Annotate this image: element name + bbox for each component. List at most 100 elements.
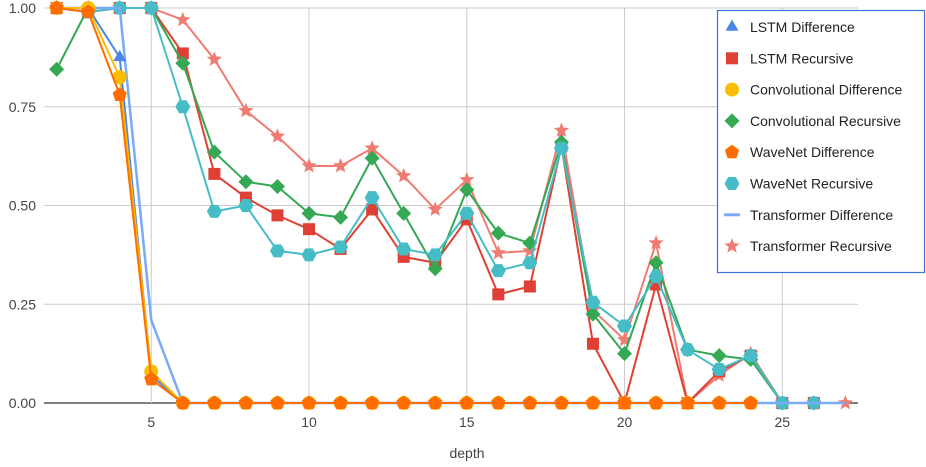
legend-item-wavenet-difference[interactable]: WaveNet Difference — [724, 144, 875, 160]
data-point-transformer-recursive — [396, 167, 412, 183]
legend-label: Transformer Recursive — [750, 238, 892, 254]
legend-swatch — [725, 19, 739, 31]
y-tick-label: 1.00 — [9, 0, 36, 16]
data-point-transformer-recursive — [332, 158, 349, 173]
data-point-wavenet-recursive — [301, 248, 317, 262]
data-point-wavenet-recursive — [333, 240, 349, 254]
data-point-wavenet-difference — [270, 395, 285, 410]
data-point-convolutional-recursive — [238, 174, 254, 190]
data-point-wavenet-difference — [333, 395, 348, 410]
data-point-transformer-recursive — [490, 244, 506, 260]
data-point-convolutional-recursive — [333, 209, 349, 225]
data-point-wavenet-recursive — [490, 264, 506, 278]
legend-swatch — [726, 52, 738, 65]
data-point-transformer-recursive — [364, 140, 380, 155]
data-point-wavenet-difference — [459, 395, 474, 410]
data-point-wavenet-difference — [522, 395, 538, 410]
data-point-transformer-recursive — [616, 331, 633, 347]
data-point-wavenet-recursive — [680, 343, 696, 357]
y-tick-label: 0.50 — [9, 198, 36, 214]
data-point-wavenet-difference — [175, 395, 190, 410]
data-point-wavenet-difference — [207, 395, 222, 410]
data-point-wavenet-recursive — [175, 100, 191, 114]
data-point-wavenet-recursive — [585, 295, 601, 309]
data-point-transformer-recursive — [459, 171, 475, 187]
data-point-convolutional-recursive — [269, 179, 285, 195]
data-point-transformer-recursive — [427, 201, 443, 216]
data-point-wavenet-difference — [680, 395, 695, 410]
series-wavenet-difference — [49, 0, 758, 410]
data-point-wavenet-recursive — [269, 244, 285, 258]
data-point-transformer-recursive — [301, 158, 317, 173]
data-point-lstm-recursive — [366, 203, 379, 216]
data-point-wavenet-difference — [144, 371, 159, 386]
data-point-lstm-recursive — [271, 209, 284, 222]
data-point-lstm-recursive — [303, 223, 316, 236]
data-point-wavenet-difference — [491, 395, 506, 410]
x-tick-label: 15 — [459, 414, 475, 430]
legend-label: WaveNet Difference — [750, 144, 875, 160]
data-point-wavenet-recursive — [459, 206, 475, 220]
data-point-convolutional-recursive — [175, 55, 191, 71]
data-point-wavenet-recursive — [711, 362, 727, 376]
data-point-wavenet-difference — [81, 4, 96, 19]
legend-swatch — [724, 144, 740, 159]
data-point-transformer-recursive — [269, 128, 286, 143]
data-point-wavenet-difference — [428, 395, 443, 410]
data-point-wavenet-difference — [112, 87, 127, 101]
legend-swatch — [725, 82, 739, 97]
legend-label: LSTM Recursive — [750, 50, 854, 66]
data-point-lstm-recursive — [208, 167, 221, 180]
data-point-lstm-difference — [113, 49, 127, 62]
legend-item-convolutional-difference[interactable]: Convolutional Difference — [725, 82, 902, 98]
data-point-transformer-recursive — [648, 235, 664, 250]
legend-item-wavenet-recursive[interactable]: WaveNet Recursive — [724, 176, 874, 192]
legend-box — [716, 9, 926, 274]
data-point-wavenet-difference — [743, 395, 758, 410]
data-point-wavenet-recursive — [617, 319, 633, 333]
legend-item-transformer-difference[interactable]: Transformer Difference — [724, 207, 893, 223]
legend[interactable]: LSTM Difference LSTM Recursive Convolution… — [716, 9, 926, 274]
legend-swatch — [724, 238, 740, 253]
data-point-wavenet-difference — [396, 395, 411, 410]
data-point-wavenet-recursive — [206, 204, 222, 218]
x-axis-title: depth — [449, 445, 484, 461]
data-point-wavenet-difference — [49, 0, 64, 15]
data-point-convolutional-recursive — [301, 205, 317, 221]
legend-swatch — [724, 113, 740, 129]
data-point-wavenet-recursive — [364, 191, 380, 205]
data-point-convolutional-recursive — [617, 346, 633, 362]
legend-item-lstm-difference[interactable]: LSTM Difference — [725, 19, 855, 35]
data-point-wavenet-recursive — [396, 242, 412, 256]
data-point-transformer-recursive — [175, 11, 191, 27]
data-point-wavenet-recursive — [427, 248, 443, 262]
data-point-wavenet-difference — [712, 395, 727, 410]
x-tick-label: 10 — [301, 414, 317, 430]
data-point-wavenet-recursive — [143, 1, 159, 15]
data-point-convolutional-recursive — [396, 205, 412, 221]
data-point-convolutional-recursive — [427, 261, 443, 277]
data-point-wavenet-difference — [585, 395, 601, 410]
data-point-wavenet-difference — [617, 395, 632, 410]
data-point-convolutional-recursive — [711, 348, 727, 364]
data-point-convolutional-recursive — [490, 225, 506, 241]
x-tick-label: 20 — [617, 414, 633, 430]
data-point-convolutional-recursive — [364, 150, 380, 166]
legend-label: Transformer Difference — [750, 207, 893, 223]
legend-swatch — [724, 177, 740, 190]
data-point-lstm-recursive — [492, 288, 505, 301]
legend-label: WaveNet Recursive — [750, 176, 873, 192]
legend-item-lstm-recursive[interactable]: LSTM Recursive — [726, 50, 854, 66]
data-point-wavenet-recursive — [553, 141, 569, 155]
data-point-transformer-recursive — [553, 122, 570, 137]
data-point-wavenet-difference — [301, 395, 317, 410]
series-layer — [49, 0, 853, 411]
x-tick-label: 25 — [774, 414, 790, 430]
legend-item-transformer-recursive[interactable]: Transformer Recursive — [724, 238, 892, 254]
data-point-lstm-recursive — [523, 280, 536, 293]
legend-item-convolutional-recursive[interactable]: Convolutional Recursive — [724, 113, 902, 129]
data-point-transformer-recursive — [206, 51, 222, 66]
legend-label: Convolutional Recursive — [750, 113, 901, 129]
data-point-wavenet-difference — [238, 395, 254, 410]
y-tick-label: 0.25 — [9, 296, 36, 312]
